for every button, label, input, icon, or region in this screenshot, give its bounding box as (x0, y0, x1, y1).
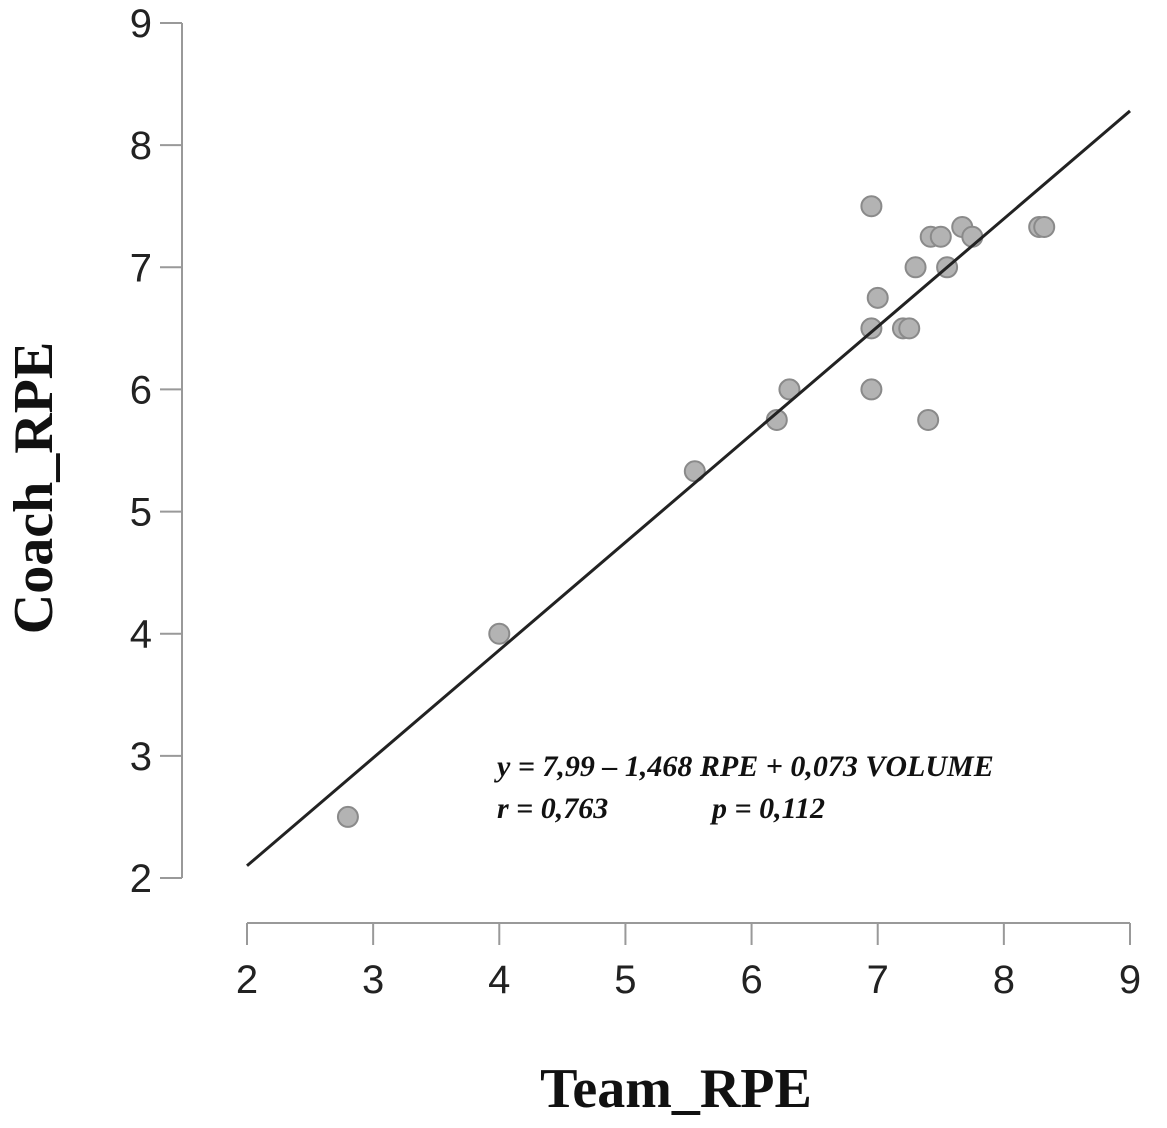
x-tick-label: 8 (993, 958, 1015, 1002)
x-tick-label: 9 (1119, 958, 1141, 1002)
data-point (929, 225, 952, 248)
y-tick-label: 6 (130, 368, 152, 412)
x-tick-label: 6 (740, 958, 762, 1002)
annotation-p: p = 0,112 (709, 792, 825, 825)
y-axis: 2 3 4 5 6 7 8 9 (130, 2, 183, 901)
y-tick-label: 9 (130, 2, 152, 46)
data-point (961, 225, 984, 248)
y-tick-label: 2 (130, 857, 152, 901)
data-point (898, 317, 921, 340)
y-tick-label: 7 (130, 246, 152, 290)
data-point (1033, 215, 1056, 238)
x-tick-label: 3 (362, 958, 384, 1002)
data-points (336, 195, 1056, 828)
data-point (917, 408, 940, 431)
x-axis: 2 3 4 5 6 7 8 9 (236, 922, 1141, 1002)
x-tick-label: 4 (488, 958, 510, 1002)
data-point (904, 256, 927, 279)
x-tick-label: 2 (236, 958, 258, 1002)
data-point (860, 317, 883, 340)
regression-line (246, 109, 1131, 867)
x-tick-label: 5 (614, 958, 636, 1002)
data-point (860, 195, 883, 218)
x-axis-title: Team_RPE (540, 1058, 812, 1120)
x-tick-label: 7 (867, 958, 889, 1002)
annotation-equation: y = 7,99 – 1,468 RPE + 0,073 VOLUME (494, 750, 994, 783)
annotation-r: r = 0,763 (497, 792, 608, 825)
data-point (866, 286, 889, 309)
y-axis-title: Coach_RPE (3, 342, 65, 634)
data-point (778, 378, 801, 401)
y-tick-label: 3 (130, 735, 152, 779)
y-tick-label: 8 (130, 124, 152, 168)
data-point (488, 622, 511, 645)
data-point (860, 378, 883, 401)
data-point (336, 805, 359, 828)
y-tick-label: 4 (130, 613, 152, 657)
y-tick-label: 5 (130, 491, 152, 535)
